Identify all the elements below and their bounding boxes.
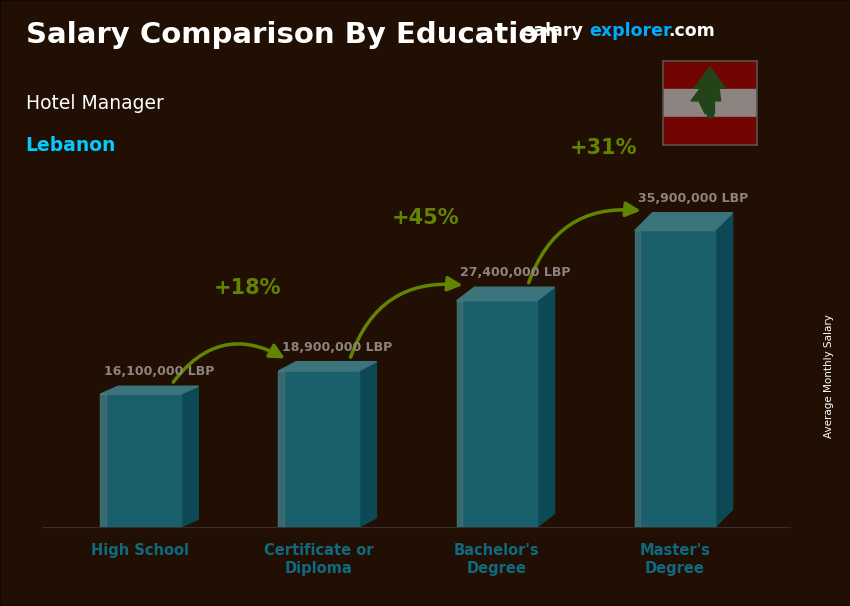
Text: explorer: explorer <box>589 22 672 41</box>
Polygon shape <box>715 213 733 527</box>
Polygon shape <box>100 394 180 527</box>
Text: 35,900,000 LBP: 35,900,000 LBP <box>638 191 749 205</box>
Polygon shape <box>279 371 284 527</box>
Polygon shape <box>100 386 198 394</box>
Polygon shape <box>456 301 462 527</box>
Polygon shape <box>456 287 554 301</box>
Text: 18,900,000 LBP: 18,900,000 LBP <box>282 341 393 354</box>
Polygon shape <box>635 230 640 527</box>
Polygon shape <box>456 301 536 527</box>
Text: +18%: +18% <box>213 278 281 298</box>
Text: +31%: +31% <box>570 138 638 158</box>
Text: 27,400,000 LBP: 27,400,000 LBP <box>460 266 570 279</box>
Polygon shape <box>100 394 105 527</box>
Polygon shape <box>536 287 554 527</box>
Polygon shape <box>359 362 377 527</box>
Polygon shape <box>279 371 359 527</box>
Polygon shape <box>635 230 715 527</box>
Polygon shape <box>706 114 713 117</box>
Text: .com: .com <box>668 22 715 41</box>
Polygon shape <box>635 213 733 230</box>
Text: 16,100,000 LBP: 16,100,000 LBP <box>104 365 214 378</box>
Text: Salary Comparison By Education: Salary Comparison By Education <box>26 21 558 49</box>
Text: salary: salary <box>523 22 582 41</box>
Text: Hotel Manager: Hotel Manager <box>26 94 163 113</box>
Text: Lebanon: Lebanon <box>26 136 116 155</box>
Bar <box>663 117 756 145</box>
Polygon shape <box>180 386 198 527</box>
Polygon shape <box>691 67 725 114</box>
Text: Average Monthly Salary: Average Monthly Salary <box>824 314 834 438</box>
Text: +45%: +45% <box>392 208 459 228</box>
Bar <box>663 61 756 89</box>
Polygon shape <box>279 362 377 371</box>
Bar <box>663 89 756 117</box>
